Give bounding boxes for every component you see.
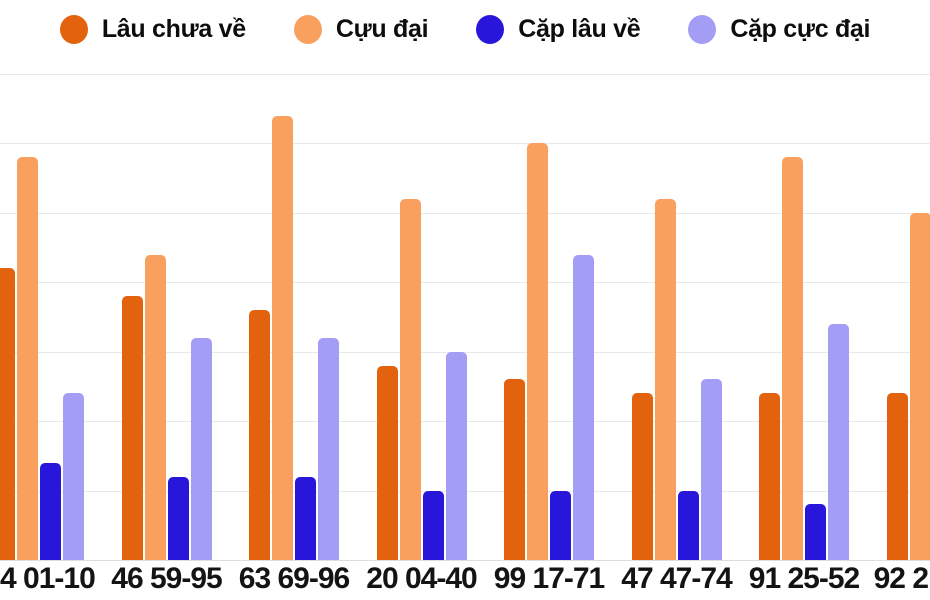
bar-series4-group1[interactable] bbox=[63, 393, 84, 560]
gridline bbox=[0, 212, 930, 214]
legend-item-2[interactable]: Cựu đại bbox=[293, 14, 429, 44]
legend-item-label: Cặp cực đại bbox=[730, 14, 871, 43]
bar-series2-group3[interactable] bbox=[272, 115, 293, 560]
bar-series3-group7[interactable] bbox=[805, 504, 826, 560]
legend-item-4[interactable]: Cặp cực đại bbox=[688, 14, 871, 44]
bar-series2-group2[interactable] bbox=[144, 254, 166, 560]
bar-series2-group4[interactable] bbox=[399, 198, 421, 560]
bar-series3-group6[interactable] bbox=[677, 490, 699, 560]
gridline bbox=[0, 282, 930, 284]
bar-series1-group2[interactable] bbox=[121, 296, 143, 560]
chart-legend: Lâu chưa về Cựu đại Cặp lâu về Cặp cực đại bbox=[0, 0, 930, 58]
x-axis-label-group8: 92 2 bbox=[873, 562, 929, 595]
x-axis-label-group3: 63 69-96 bbox=[238, 562, 350, 595]
legend-marker-circle-icon bbox=[476, 14, 505, 44]
bar-series4-group4[interactable] bbox=[445, 351, 467, 560]
gridline bbox=[0, 74, 930, 75]
x-axis-label-group6: 47 47-74 bbox=[621, 562, 732, 595]
legend-item-1[interactable]: Lâu chưa về bbox=[59, 14, 246, 44]
x-axis-label-group5: 99 17-71 bbox=[493, 562, 605, 595]
bar-series3-group2[interactable] bbox=[167, 476, 189, 560]
x-axis-label-group4: 20 04-40 bbox=[366, 562, 477, 595]
legend-item-label: Cặp lâu về bbox=[518, 14, 641, 43]
bar-series1-group7[interactable] bbox=[759, 393, 780, 560]
bar-series4-group5[interactable] bbox=[573, 254, 594, 560]
legend-marker-circle-icon bbox=[59, 14, 88, 44]
bar-series3-group3[interactable] bbox=[295, 476, 316, 560]
bar-series2-group7[interactable] bbox=[782, 157, 803, 560]
bar-series2-group1[interactable] bbox=[17, 157, 38, 560]
bar-series3-group4[interactable] bbox=[422, 490, 444, 560]
legend-marker-circle-icon bbox=[688, 14, 717, 44]
bar-series1-group1[interactable] bbox=[0, 268, 15, 560]
bar-series1-group6[interactable] bbox=[631, 393, 653, 560]
bar-series2-group6[interactable] bbox=[654, 198, 676, 560]
bar-series3-group1[interactable] bbox=[40, 462, 61, 560]
bar-series2-group5[interactable] bbox=[527, 143, 548, 560]
bar-series2-group8[interactable] bbox=[909, 212, 930, 560]
bar-series4-group6[interactable] bbox=[700, 379, 722, 560]
legend-item-3[interactable]: Cặp lâu về bbox=[476, 14, 641, 44]
bar-series1-group8[interactable] bbox=[886, 393, 908, 560]
legend-item-label: Cựu đại bbox=[335, 14, 429, 43]
bar-series4-group2[interactable] bbox=[190, 337, 212, 560]
bar-series4-group3[interactable] bbox=[318, 337, 339, 560]
legend-marker-circle-icon bbox=[293, 14, 322, 44]
x-axis-baseline bbox=[0, 560, 930, 561]
x-axis-label-group1: 4 01-10 bbox=[0, 562, 96, 595]
bar-series1-group3[interactable] bbox=[249, 310, 270, 560]
x-axis-label-group7: 91 25-52 bbox=[748, 562, 860, 595]
bar-series4-group7[interactable] bbox=[828, 323, 849, 560]
legend-item-label: Lâu chưa về bbox=[101, 14, 246, 43]
gridline bbox=[0, 143, 930, 145]
bar-series1-group5[interactable] bbox=[504, 379, 525, 560]
bar-series3-group5[interactable] bbox=[550, 490, 571, 560]
x-axis-label-group2: 46 59-95 bbox=[111, 562, 222, 595]
bar-series1-group4[interactable] bbox=[376, 365, 398, 560]
